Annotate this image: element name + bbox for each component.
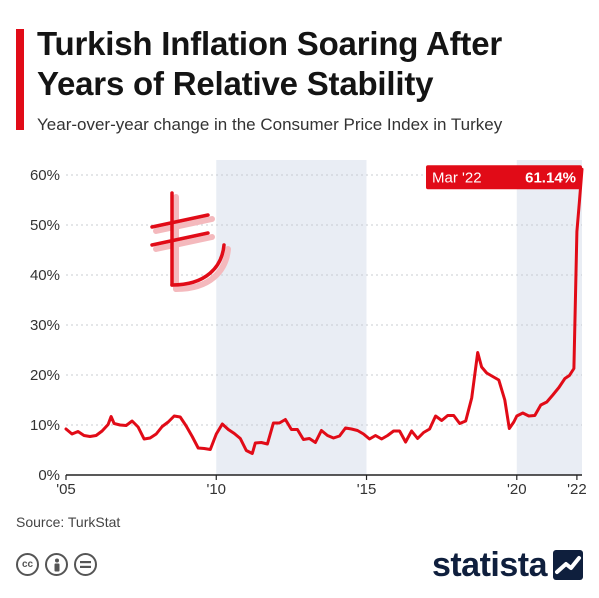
statista-mark-icon (553, 550, 583, 580)
annotation-box (426, 165, 582, 190)
latest-value-annotation: Mar '22 61.14% (426, 165, 582, 190)
chart-subtitle: Year-over-year change in the Consumer Pr… (37, 115, 503, 134)
y-tick-label: 10% (30, 417, 60, 434)
title-accent-bar (16, 29, 24, 130)
shaded-period-0 (216, 160, 367, 475)
y-tick-label: 20% (30, 367, 60, 384)
x-tick-label: '15 (357, 481, 377, 498)
chart-title: Turkish Inflation Soaring After Years of… (37, 25, 502, 102)
no-derivatives-icon[interactable] (74, 553, 97, 576)
x-tick-label: '05 (56, 481, 76, 498)
y-tick-label: 30% (30, 317, 60, 334)
y-tick-label: 0% (38, 467, 60, 484)
y-tick-label: 50% (30, 217, 60, 234)
statista-logo[interactable]: statista (432, 545, 583, 585)
turkish-lira-icon (150, 191, 231, 292)
x-tick-label: '10 (206, 481, 226, 498)
attribution-icon[interactable] (45, 553, 68, 576)
creative-commons-icon[interactable]: cc (16, 553, 39, 576)
x-tick-label: '20 (507, 481, 527, 498)
y-tick-label: 40% (30, 267, 60, 284)
annotation-value: 61.14% (525, 169, 576, 186)
y-tick-label: 60% (30, 167, 60, 184)
shaded-period-1 (516, 160, 582, 475)
brand-name: statista (431, 546, 548, 584)
series-line (64, 167, 584, 455)
x-tick-label: '22 (567, 481, 587, 498)
license-icons: cc (16, 553, 97, 576)
annotation-date: Mar '22 (432, 169, 482, 186)
source-note: Source: TurkStat (16, 514, 121, 530)
